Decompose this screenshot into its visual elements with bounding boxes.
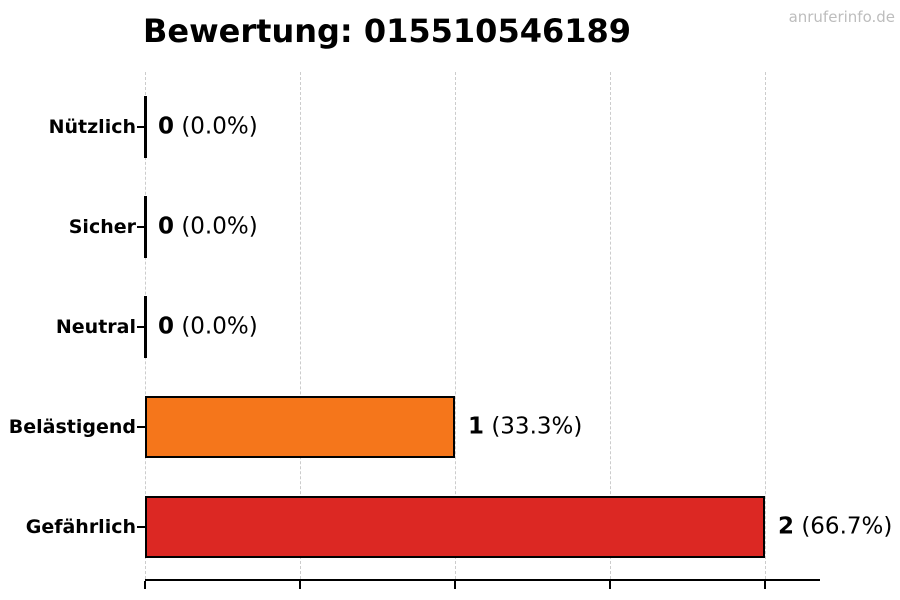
value-label: 0 (0.0%) — [158, 213, 258, 239]
value-label: 1 (33.3%) — [468, 413, 582, 439]
value-percentage: (33.3%) — [484, 413, 583, 440]
category-label: Sicher — [68, 216, 136, 238]
value-percentage: (0.0%) — [174, 213, 258, 240]
gridline — [455, 72, 456, 579]
value-label: 2 (66.7%) — [778, 513, 892, 539]
category-label: Belästigend — [8, 416, 136, 438]
x-axis-tick — [454, 581, 456, 589]
y-axis-tick — [137, 126, 145, 128]
y-axis-tick — [137, 426, 145, 428]
value-count: 2 — [778, 513, 795, 540]
bar-gefährlich — [145, 496, 765, 558]
x-axis-line — [145, 579, 820, 581]
value-count: 1 — [468, 413, 485, 440]
y-axis-tick — [137, 526, 145, 528]
zero-width-bar-neutral — [144, 296, 147, 358]
value-label: 0 (0.0%) — [158, 113, 258, 139]
bar-belästigend — [145, 396, 455, 458]
value-percentage: (0.0%) — [174, 113, 258, 140]
x-axis-tick — [299, 581, 301, 589]
value-label: 0 (0.0%) — [158, 313, 258, 339]
watermark-text: anruferinfo.de — [788, 8, 895, 26]
y-axis-tick — [137, 226, 145, 228]
category-label: Gefährlich — [25, 516, 136, 538]
gridline — [765, 72, 766, 579]
value-percentage: (66.7%) — [794, 513, 893, 540]
value-count: 0 — [158, 213, 175, 240]
x-axis-tick — [764, 581, 766, 589]
x-axis-tick — [609, 581, 611, 589]
category-label: Nützlich — [48, 116, 136, 138]
value-percentage: (0.0%) — [174, 313, 258, 340]
chart-title: Bewertung: 015510546189 — [143, 12, 632, 50]
gridline — [300, 72, 301, 579]
zero-width-bar-nützlich — [144, 96, 147, 158]
value-count: 0 — [158, 313, 175, 340]
zero-width-bar-sicher — [144, 196, 147, 258]
x-axis-tick — [144, 581, 146, 589]
y-axis-tick — [137, 326, 145, 328]
gridline — [610, 72, 611, 579]
category-label: Neutral — [55, 316, 136, 338]
value-count: 0 — [158, 113, 175, 140]
